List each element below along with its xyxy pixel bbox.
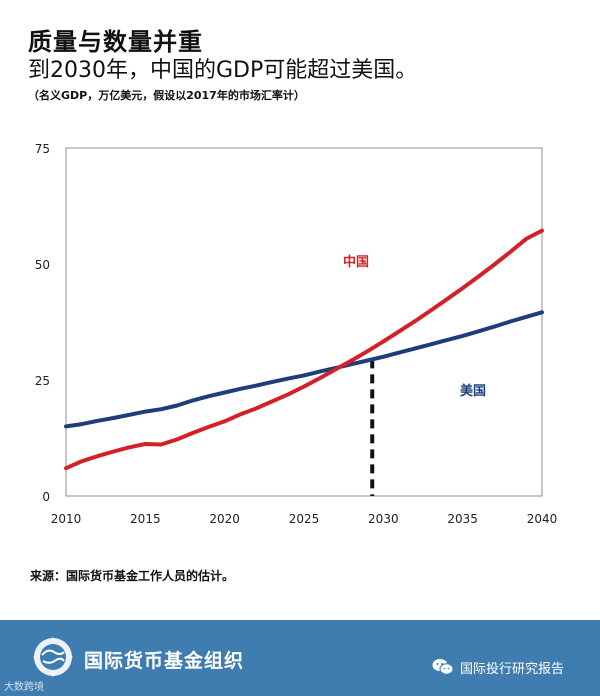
y-axis-ticks: 0 25 50 75 xyxy=(35,142,50,504)
x-tick-label: 2025 xyxy=(289,512,320,526)
x-tick-label: 2030 xyxy=(368,512,399,526)
wechat-account-name[interactable]: 国际投行研究报告 xyxy=(460,662,565,677)
wechat-icon[interactable] xyxy=(432,658,454,676)
x-tick-label: 2020 xyxy=(209,512,240,526)
source-note: 来源：国际货币基金工作人员的估计。 xyxy=(30,569,235,583)
y-tick-label: 75 xyxy=(35,142,50,156)
y-tick-label: 0 xyxy=(42,490,50,504)
series-line-china xyxy=(64,228,544,471)
series-line-usa xyxy=(64,310,544,429)
x-tick-label: 2040 xyxy=(527,512,558,526)
x-tick-label: 2035 xyxy=(447,512,478,526)
y-tick-label: 25 xyxy=(35,374,50,388)
x-axis-ticks: 2010 2015 2020 2025 2030 2035 2040 xyxy=(51,512,558,526)
plot-area-frame xyxy=(65,147,543,497)
watermark: 大数跨境 xyxy=(4,682,44,693)
footer-banner: 国际货币基金组织 国际投行研究报告 xyxy=(0,620,600,696)
org-name: 国际货币基金组织 xyxy=(84,650,245,672)
y-tick-label: 50 xyxy=(35,258,50,272)
chart-title: 质量与数量并重 xyxy=(28,28,203,56)
chart-note: （名义GDP，万亿美元，假设以2017年的市场汇率计） xyxy=(28,89,305,102)
series-label-china: 中国 xyxy=(343,254,369,270)
x-tick-label: 2015 xyxy=(130,512,161,526)
chart-headline: 到2030年，中国的GDP可能超过美国。 xyxy=(28,58,418,83)
x-tick-label: 2010 xyxy=(51,512,82,526)
imf-globe-logo-icon xyxy=(33,637,73,677)
series-label-usa: 美国 xyxy=(460,383,486,399)
